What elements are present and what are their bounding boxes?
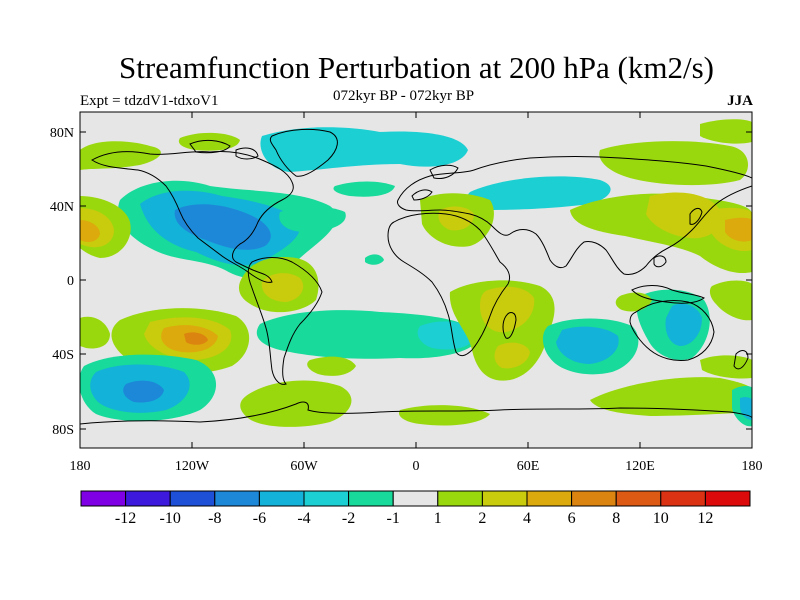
coastline-antarctica bbox=[80, 401, 752, 425]
contour-region bbox=[80, 141, 161, 170]
contour-region bbox=[646, 192, 721, 239]
colorbar-swatch bbox=[80, 490, 127, 507]
lat-tick-label: 40N bbox=[50, 200, 74, 215]
contour-region bbox=[80, 316, 110, 349]
colorbar-swatch bbox=[437, 490, 483, 507]
coastline-greenland bbox=[269, 128, 338, 177]
lon-tick-label: 180 bbox=[70, 459, 91, 474]
contour-region bbox=[178, 132, 240, 151]
colorbar-swatch bbox=[392, 490, 439, 507]
colorbar-label: 8 bbox=[612, 510, 620, 527]
colorbar-swatch bbox=[526, 490, 573, 507]
coastline-south-america bbox=[247, 257, 323, 385]
lon-tick-label: 180 bbox=[742, 459, 763, 474]
chart-title: Streamfunction Perturbation at 200 hPa (… bbox=[119, 50, 714, 85]
season-label: JJA bbox=[727, 93, 753, 109]
colorbar-label: -1 bbox=[387, 510, 400, 527]
lat-tick-label: 80S bbox=[52, 423, 74, 438]
experiment-label: Expt = tdzdV1-tdxoV1 bbox=[80, 93, 219, 109]
coastline-new-zealand bbox=[733, 350, 749, 370]
contour-region bbox=[123, 380, 164, 403]
contour-regions bbox=[80, 119, 752, 427]
contour-region bbox=[590, 377, 752, 416]
colorbar-label: -6 bbox=[253, 510, 266, 527]
contour-region bbox=[725, 217, 752, 242]
contour-region bbox=[256, 310, 480, 359]
colorbar-swatch bbox=[704, 490, 751, 507]
lon-tick-label: 120W bbox=[175, 459, 210, 474]
contour-region bbox=[398, 405, 490, 426]
coastline-madagascar bbox=[502, 312, 517, 339]
colorbar: -12 -10 -8 -6 -4 -2 -1 1 2 4 6 8 10 12 bbox=[80, 490, 751, 527]
colorbar-swatch bbox=[571, 490, 617, 507]
latitude-axis: 80N 40N 0 40S 80S bbox=[50, 126, 752, 438]
contour-region bbox=[494, 342, 530, 369]
colorbar-swatch bbox=[348, 490, 394, 507]
lat-tick-label: 40S bbox=[52, 348, 74, 363]
colorbar-label: 2 bbox=[478, 510, 486, 527]
contour-region bbox=[184, 332, 208, 345]
colorbar-label: -10 bbox=[160, 510, 181, 527]
period-label: 072kyr BP - 072kyr BP bbox=[333, 88, 475, 104]
colorbar-label: -12 bbox=[115, 510, 136, 527]
contour-region bbox=[466, 176, 611, 210]
contour-region bbox=[279, 206, 346, 232]
colorbar-label: 1 bbox=[434, 510, 442, 527]
coastline-japan bbox=[631, 207, 705, 304]
contour-region bbox=[365, 254, 384, 265]
coastline-australia bbox=[629, 299, 715, 361]
contour-region bbox=[556, 326, 619, 364]
colorbar-swatch bbox=[214, 490, 260, 507]
longitude-axis: 180 120W 60W 0 60E 120E 180 bbox=[70, 112, 763, 474]
coastline-arctic-islands bbox=[189, 139, 259, 160]
contour-field bbox=[80, 112, 752, 448]
colorbar-swatch bbox=[660, 490, 706, 507]
contour-region bbox=[599, 141, 749, 186]
contour-region bbox=[700, 119, 752, 144]
colorbar-label: -8 bbox=[208, 510, 221, 527]
colorbar-label: 10 bbox=[653, 510, 669, 527]
contour-region bbox=[417, 321, 476, 350]
coastlines bbox=[80, 128, 752, 425]
colorbar-swatch bbox=[303, 490, 350, 507]
contour-region bbox=[700, 355, 752, 379]
colorbar-label: 12 bbox=[697, 510, 713, 527]
contour-region bbox=[307, 356, 356, 376]
lat-tick-label: 0 bbox=[67, 274, 74, 289]
colorbar-label: -2 bbox=[342, 510, 355, 527]
colorbar-swatch bbox=[481, 490, 528, 507]
colorbar-label: -4 bbox=[297, 510, 310, 527]
coastline-europe bbox=[411, 164, 459, 201]
contour-region bbox=[480, 286, 535, 333]
lon-tick-label: 120E bbox=[625, 459, 655, 474]
lat-tick-label: 80N bbox=[50, 126, 74, 141]
contour-region bbox=[174, 204, 271, 250]
contour-region bbox=[260, 127, 468, 172]
contour-region bbox=[438, 206, 474, 231]
lon-tick-label: 0 bbox=[413, 459, 420, 474]
colorbar-swatch bbox=[125, 490, 171, 507]
colorbar-label: 4 bbox=[523, 510, 531, 527]
contour-region bbox=[261, 273, 304, 302]
lon-tick-label: 60W bbox=[290, 459, 318, 474]
contour-region bbox=[709, 280, 752, 321]
colorbar-swatch bbox=[169, 490, 216, 507]
coastline-africa bbox=[387, 212, 511, 357]
coastline-eurasia bbox=[397, 156, 752, 275]
contour-region bbox=[333, 181, 395, 197]
colorbar-label: 6 bbox=[568, 510, 576, 527]
contour-region bbox=[665, 303, 702, 346]
contour-region bbox=[80, 220, 100, 242]
colorbar-swatch bbox=[615, 490, 662, 507]
coastline-north-america bbox=[91, 151, 294, 283]
colorbar-swatch bbox=[258, 490, 305, 507]
lon-tick-label: 60E bbox=[517, 459, 540, 474]
